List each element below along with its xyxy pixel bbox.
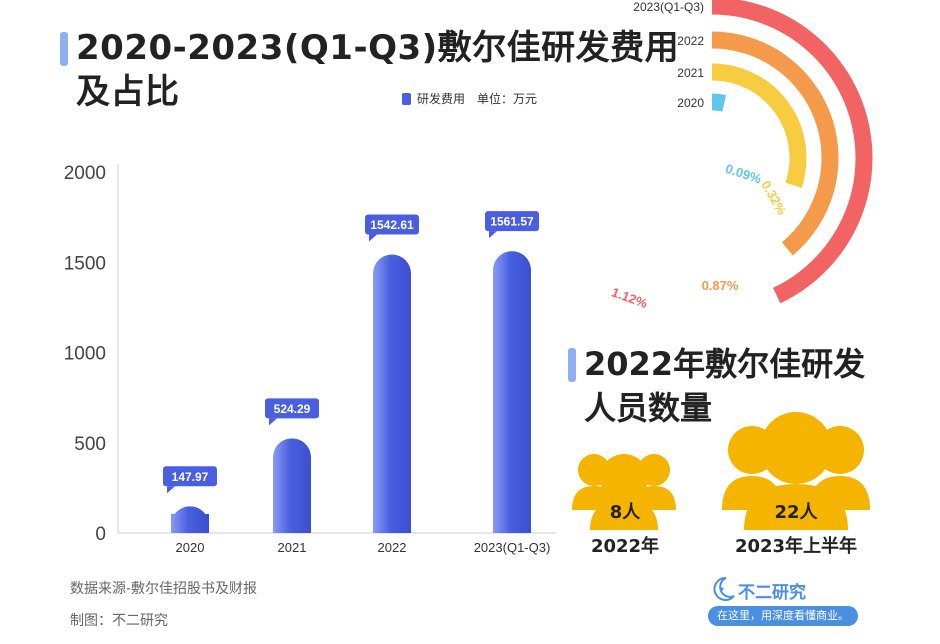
brand-badge: 不二研究 在这里，用深度看懂商业。	[708, 576, 858, 628]
x-tick-label: 2023(Q1-Q3)	[474, 540, 551, 555]
section2-title-line2: 人员数量	[584, 389, 713, 427]
legend-swatch	[402, 92, 411, 105]
section2-title: 2022年敷尔佳研发 人员数量	[584, 342, 865, 430]
section2-accent-bar	[568, 348, 576, 382]
bar-2023(Q1-Q3)	[493, 251, 531, 552]
bar-base-2023(Q1-Q3)	[493, 514, 531, 533]
x-tick-label: 2022	[378, 540, 407, 555]
people-group-icon-2023	[722, 412, 870, 530]
donut-category-label: 2021	[677, 66, 704, 80]
donut-arc-2022	[711, 31, 839, 256]
title-accent-bar	[60, 32, 68, 66]
x-tick-label: 2021	[278, 540, 307, 555]
data-label-pointer	[489, 231, 497, 239]
data-label: 1561.57	[490, 215, 534, 229]
y-tick-label: 1000	[64, 344, 106, 365]
section2-title-line1: 2022年敷尔佳研发	[584, 345, 866, 383]
donut-value-label: 0.87%	[702, 278, 739, 293]
bar-base-2020	[171, 514, 209, 533]
data-label-box	[365, 214, 419, 235]
legend-unit: 单位：万元	[477, 92, 538, 106]
data-label-box	[163, 466, 217, 487]
people-count-2023: 22人	[774, 502, 818, 523]
data-source: 数据来源-敷尔佳招股书及财报	[70, 581, 258, 597]
y-tick-label: 1500	[64, 253, 106, 274]
donut-category-label: 2023(Q1-Q3)	[633, 0, 704, 14]
donut-arc-2021	[711, 63, 807, 189]
y-tick-label: 2000	[64, 163, 106, 184]
donut-arc-2020	[711, 93, 727, 112]
chart-legend: 研发费用 单位：万元	[402, 90, 537, 107]
moon-face-icon	[713, 576, 735, 601]
data-label-box	[485, 211, 539, 232]
data-label: 524.29	[274, 402, 311, 416]
page-title-line1: 2020-2023(Q1-Q3)敷尔佳研发费用	[76, 28, 680, 68]
donut-arc-2023(Q1-Q3)	[711, 0, 873, 304]
people-count-2022: 8人	[609, 502, 641, 523]
bar-base-2022	[373, 514, 411, 533]
y-tick-label: 0	[95, 524, 106, 545]
data-label: 147.97	[172, 470, 209, 484]
data-label-pointer	[269, 418, 277, 426]
donut-category-label: 2020	[677, 96, 704, 110]
brand-slogan: 在这里，用深度看懂商业。	[708, 606, 858, 626]
page-title: 2020-2023(Q1-Q3)敷尔佳研发费用 及占比	[76, 26, 679, 114]
data-label-box	[265, 398, 319, 419]
page-title-line2: 及占比	[76, 72, 180, 112]
bar-base-2021	[273, 514, 311, 533]
people-year-2023: 2023年上半年	[734, 536, 858, 557]
bar-2022	[373, 255, 411, 552]
chart-maker: 制图：不二研究	[70, 613, 168, 629]
data-label-pointer	[167, 486, 175, 494]
people-group-icon-2022	[572, 454, 676, 530]
data-label: 1542.61	[370, 218, 414, 232]
x-tick-label: 2020	[176, 540, 205, 555]
y-tick-label: 500	[74, 434, 106, 455]
people-year-2022: 2022年	[590, 536, 660, 557]
data-label-pointer	[369, 234, 377, 242]
brand-name: 不二研究	[738, 583, 806, 603]
legend-label: 研发费用	[417, 92, 466, 106]
donut-category-label: 2022	[677, 34, 704, 48]
